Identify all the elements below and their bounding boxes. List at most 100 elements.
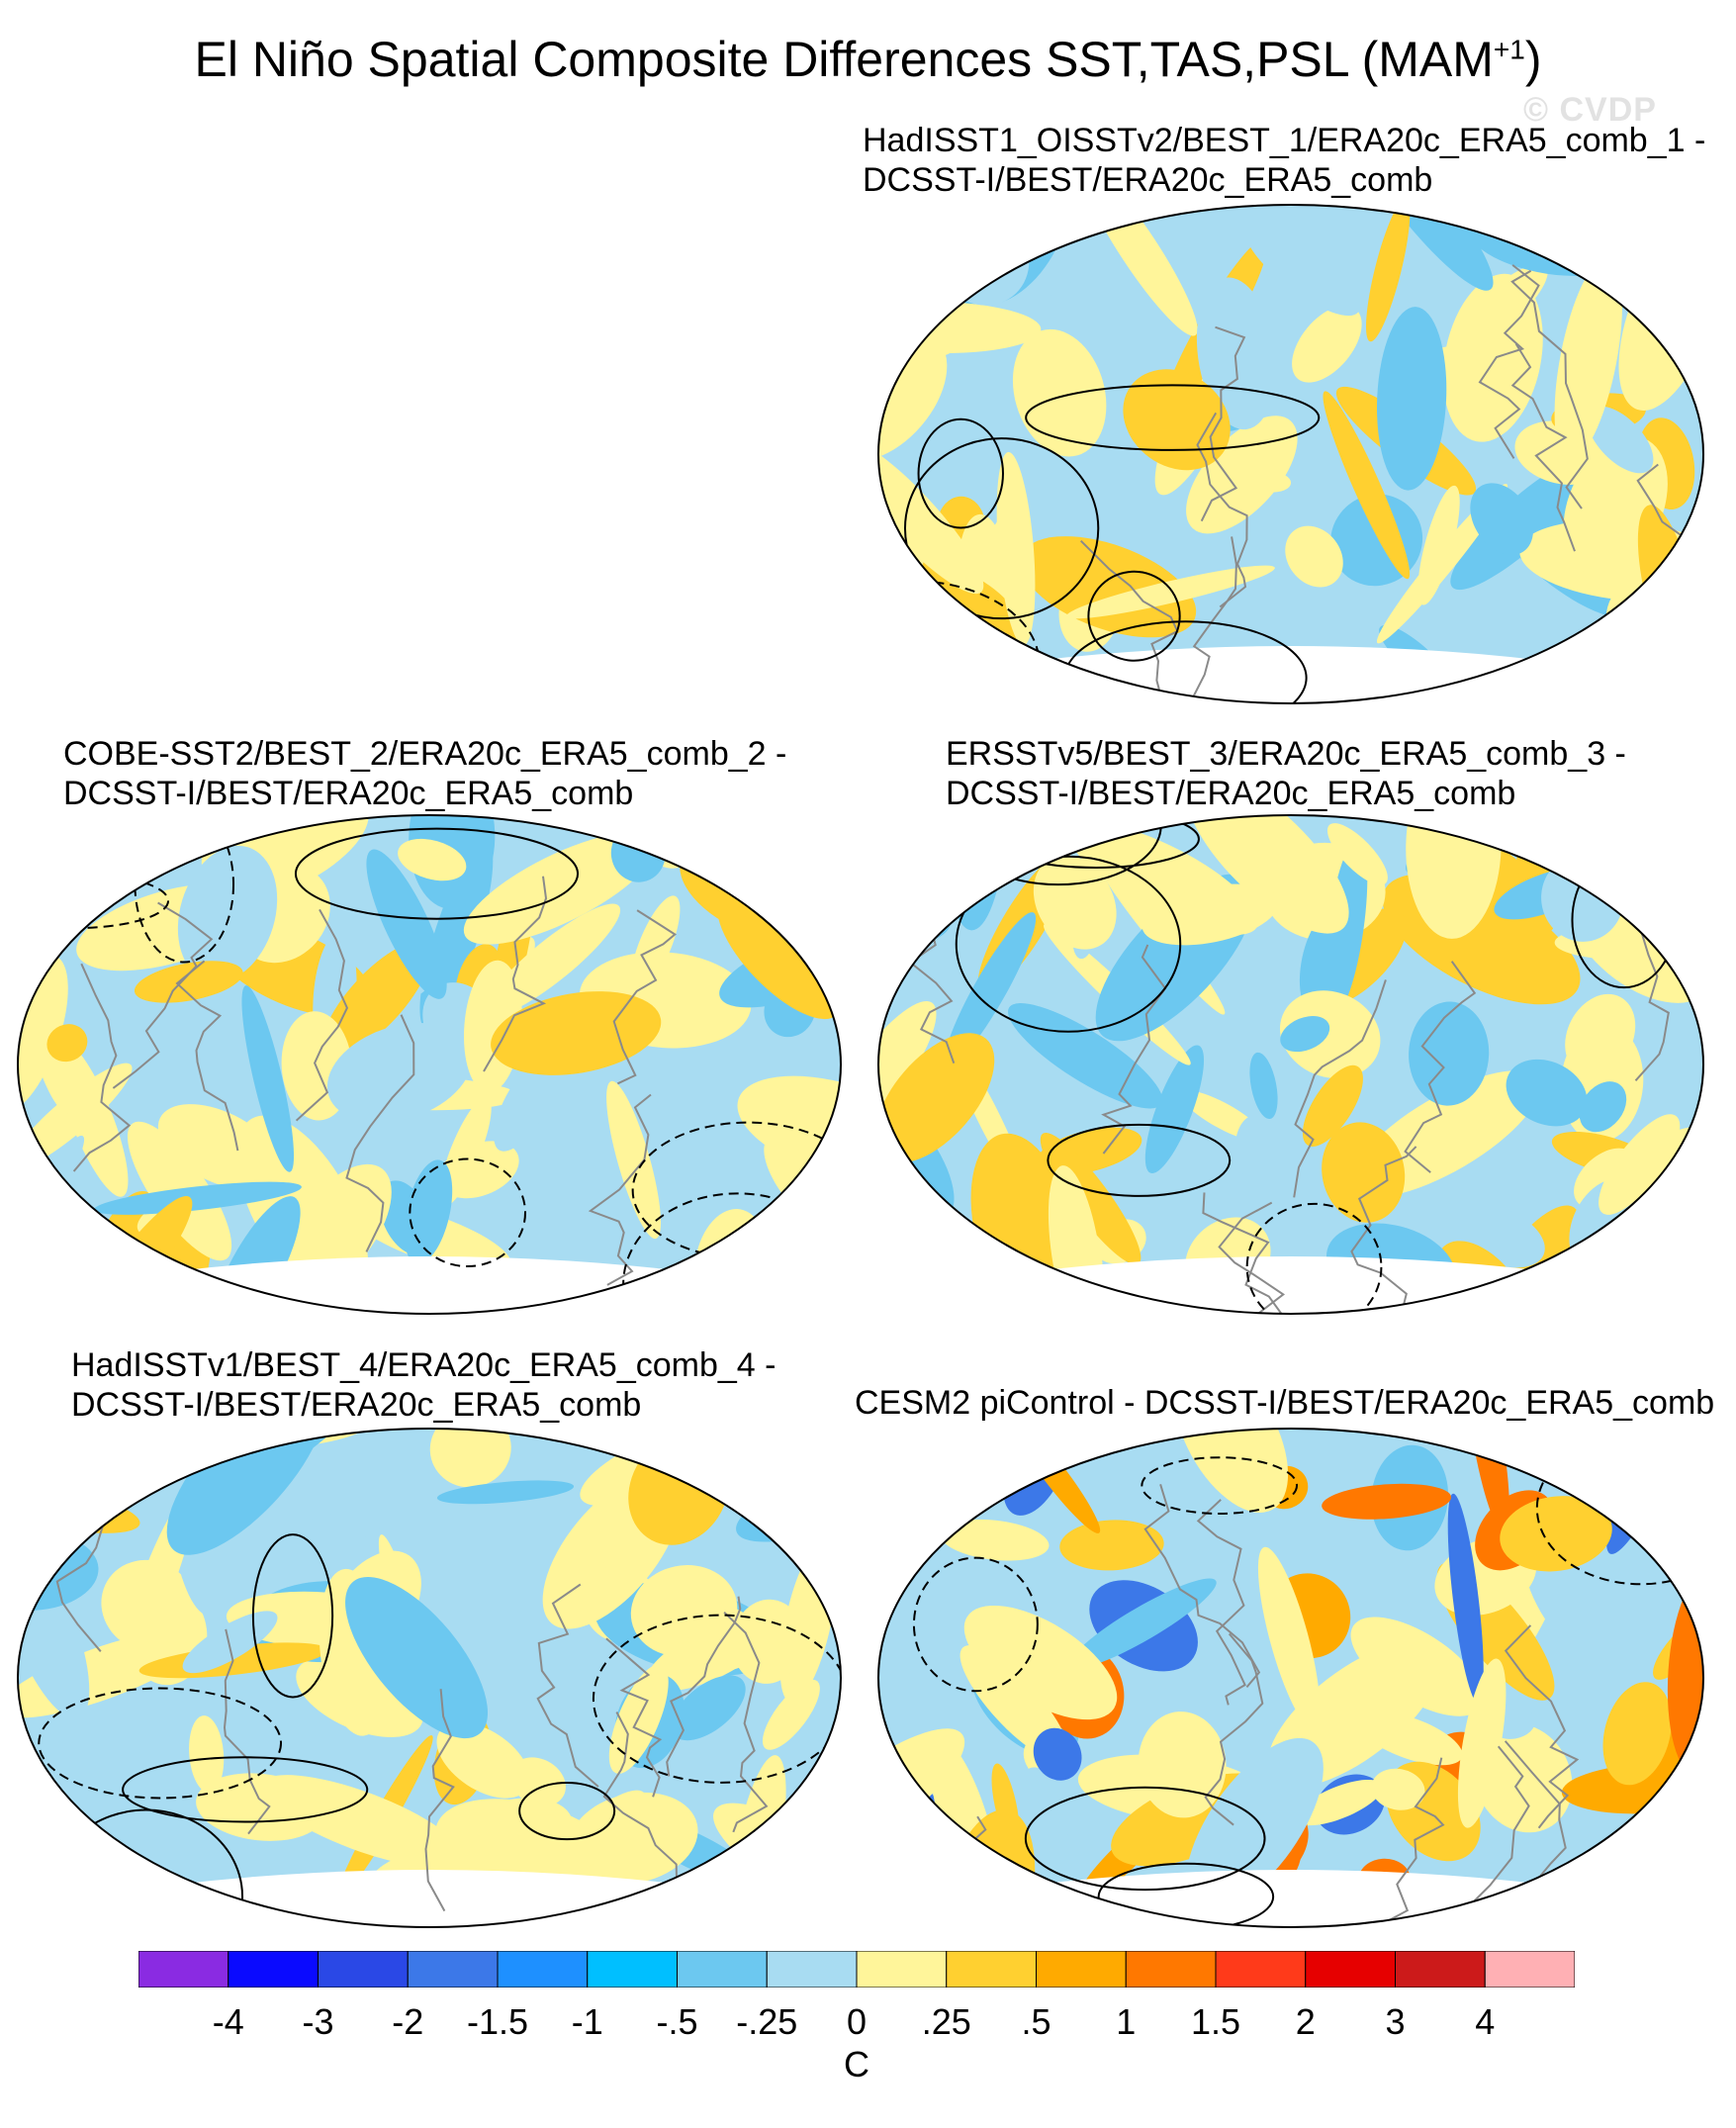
anomaly-region xyxy=(189,1715,225,1793)
anomaly-region xyxy=(606,1080,662,1240)
map-outline xyxy=(877,814,1704,1315)
colorbar-box xyxy=(766,1951,858,1988)
coastline xyxy=(1510,269,1589,509)
psl-contour xyxy=(1141,1456,1299,1515)
anomaly-region xyxy=(18,1445,42,1514)
anomaly-region xyxy=(878,832,931,908)
psl-contour xyxy=(122,1756,369,1823)
anomaly-region xyxy=(1599,1114,1681,1215)
anomaly-region xyxy=(885,1815,926,1860)
anomaly-region xyxy=(422,1524,491,1597)
anomaly-region xyxy=(134,961,243,1003)
anomaly-region xyxy=(1545,205,1597,248)
anomaly-region xyxy=(1257,1546,1321,1729)
colorbar-unit: C xyxy=(844,2044,869,2084)
panel-2-title-line1: COBE-SST2/BEST_2/ERA20c_ERA5_comb_2 - xyxy=(63,735,787,773)
colorbar-tick-label: .5 xyxy=(1021,2001,1051,2042)
anomaly-region xyxy=(1506,1059,1588,1127)
panel-1-title-line2: DCSST-I/BEST/ERA20c_ERA5_comb xyxy=(863,161,1433,199)
anomaly-region xyxy=(1025,1767,1111,1852)
anomaly-region xyxy=(717,891,841,1020)
coastline xyxy=(1188,536,1237,703)
colorbar-box xyxy=(1125,1951,1217,1988)
coastline xyxy=(723,1611,769,1833)
coastline xyxy=(1404,961,1477,1173)
panel-3-title-line2: DCSST-I/BEST/ERA20c_ERA5_comb xyxy=(946,775,1516,812)
anomaly-region xyxy=(1107,1479,1235,1523)
coastline xyxy=(1101,944,1167,1155)
anomaly-region xyxy=(1326,823,1388,885)
anomaly-region xyxy=(61,1749,232,1892)
colorbar-box xyxy=(228,1951,319,1988)
anomaly-region xyxy=(1173,1429,1289,1513)
anomaly-region xyxy=(1587,406,1654,474)
anomaly-region xyxy=(326,1023,473,1123)
anomaly-region xyxy=(1459,263,1548,345)
psl-contour xyxy=(518,1782,616,1841)
coastline xyxy=(536,1583,599,1788)
anomaly-region xyxy=(1299,907,1356,1019)
anomaly-region xyxy=(1244,222,1360,317)
map-panel-1 xyxy=(877,204,1704,704)
colorbar-tick-label: -.5 xyxy=(656,2001,698,2042)
psl-contour xyxy=(912,1556,1039,1693)
panel-1-title-line1: HadISST1_OISSTv2/BEST_1/ERA20c_ERA5_comb… xyxy=(863,122,1706,159)
antarctica-region xyxy=(18,1256,841,1314)
anomaly-region xyxy=(1652,1808,1698,1927)
coastline xyxy=(1202,1192,1343,1314)
anomaly-region xyxy=(878,1000,937,1142)
colorbar-tick-label: -.25 xyxy=(736,2001,798,2042)
anomaly-region xyxy=(940,1519,1050,1561)
anomaly-region xyxy=(46,1024,88,1063)
panel-2-title: COBE-SST2/BEST_2/ERA20c_ERA5_comb_2 - DC… xyxy=(63,734,786,813)
title-text: El Niño Spatial Composite Differences SS… xyxy=(194,32,1494,87)
anomaly-region xyxy=(1447,1493,1484,1704)
anomaly-region xyxy=(1033,1727,1082,1781)
psl-contour xyxy=(409,1157,526,1268)
anomaly-region xyxy=(1059,1520,1164,1571)
anomaly-region xyxy=(698,1272,740,1314)
colorbar-tick-label: -4 xyxy=(212,2001,244,2042)
anomaly-region xyxy=(1142,883,1279,946)
anomaly-region xyxy=(1417,485,1460,605)
colorbar-box xyxy=(856,1951,948,1988)
anomaly-region xyxy=(878,1033,995,1163)
anomaly-region xyxy=(28,1005,72,1114)
anomaly-region xyxy=(1234,1115,1281,1185)
coastline xyxy=(175,960,239,1152)
anomaly-region xyxy=(878,1848,969,1927)
colorbar-box xyxy=(138,1951,229,1988)
title-superscript: +1 xyxy=(1493,34,1525,65)
colorbar-box xyxy=(1215,1951,1307,1988)
anomaly-region xyxy=(882,663,955,703)
coastline xyxy=(483,876,548,1072)
anomaly-region xyxy=(1065,565,1275,619)
anomaly-region xyxy=(996,452,1036,646)
anomaly-region xyxy=(1602,1682,1672,1786)
psl-contour xyxy=(251,1533,334,1699)
anomaly-region xyxy=(463,832,656,945)
anomaly-region xyxy=(1667,1568,1703,1778)
anomaly-region xyxy=(1199,1689,1244,1752)
psl-contour xyxy=(1556,1869,1703,1927)
coastline xyxy=(612,909,677,1085)
coastline xyxy=(1212,1201,1286,1314)
colorbar xyxy=(138,1951,1575,1988)
anomaly-region xyxy=(80,1429,156,1470)
anomaly-region xyxy=(40,1242,118,1314)
anomaly-region xyxy=(1409,1001,1490,1106)
anomaly-region xyxy=(93,1181,302,1215)
panel-2-title-line2: DCSST-I/BEST/ERA20c_ERA5_comb xyxy=(63,775,634,812)
anomaly-region xyxy=(350,1449,433,1519)
psl-contour xyxy=(294,827,580,920)
psl-contour xyxy=(1097,1862,1275,1927)
colorbar-tick-label: 3 xyxy=(1385,2001,1406,2042)
anomaly-region xyxy=(1123,369,1231,471)
coastline xyxy=(1478,264,1540,459)
anomaly-region xyxy=(731,1599,804,1684)
map-panel-5 xyxy=(877,1428,1704,1928)
anomaly-region xyxy=(1322,1122,1406,1223)
anomaly-region xyxy=(1371,1768,1425,1810)
map-panel-3 xyxy=(877,814,1704,1315)
panel-4-title: HadISSTv1/BEST_4/ERA20c_ERA5_comb_4 - DC… xyxy=(71,1345,776,1425)
